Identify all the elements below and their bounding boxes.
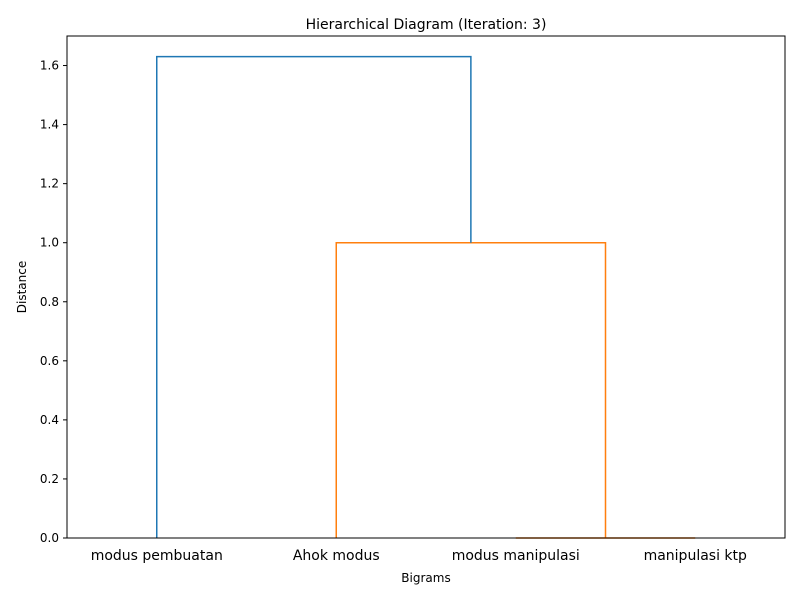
y-tick-label: 1.0 — [40, 236, 59, 250]
y-tick-label: 1.2 — [40, 177, 59, 191]
leaf-label: Ahok modus — [293, 548, 380, 564]
y-tick-label: 0.6 — [40, 354, 59, 368]
x-axis-label: Bigrams — [401, 571, 450, 585]
plot-frame — [66, 35, 786, 539]
x-axis: modus pembuatan Ahok modus modus manipulas… — [91, 548, 747, 564]
y-axis: 0.0 0.2 0.4 0.6 0.8 1.0 1.2 1.4 1.6 — [40, 59, 67, 545]
y-tick-label: 1.6 — [40, 59, 59, 73]
leaf-label: modus pembuatan — [91, 548, 223, 564]
dendrogram-link-3 — [156, 55, 472, 538]
dendrogram-link-2 — [335, 241, 607, 538]
y-tick-label: 0.2 — [40, 472, 59, 486]
y-tick-label: 0.8 — [40, 295, 59, 309]
leaf-label: manipulasi ktp — [644, 548, 747, 564]
chart-title: Hierarchical Diagram (Iteration: 3) — [306, 17, 547, 33]
leaf-label: modus manipulasi — [452, 548, 580, 564]
y-tick-label: 0.4 — [40, 413, 59, 427]
y-axis-label: Distance — [15, 261, 29, 313]
y-tick-label: 1.4 — [40, 118, 59, 132]
y-tick-label: 0.0 — [40, 531, 59, 545]
